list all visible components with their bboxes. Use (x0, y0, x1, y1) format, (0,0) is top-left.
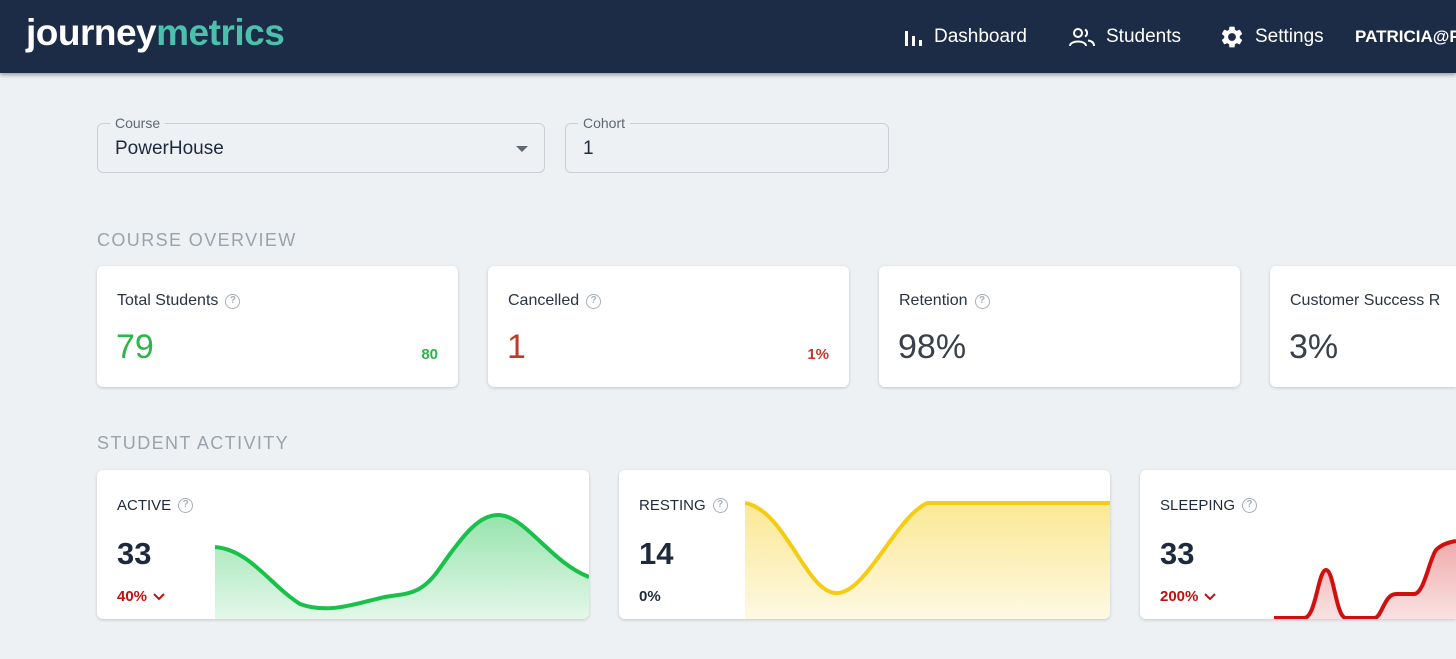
overview-card-side-value: 1% (807, 346, 829, 363)
activity-card-value: 14 (639, 536, 674, 571)
overview-card-title: Cancelled? (508, 292, 602, 310)
top-navigation-bar: journeymetrics Dashboard Students Settin… (0, 0, 1456, 73)
overview-card-value: 98% (898, 328, 967, 366)
people-icon (1069, 27, 1095, 46)
activity-card-change: 200% (1160, 588, 1217, 605)
active-sparkline-line (215, 512, 589, 611)
activity-card-resting: RESTING? 14 0% (619, 470, 1110, 619)
course-select[interactable]: Course PowerHouse (97, 115, 545, 173)
sleeping-sparkline-line (1274, 539, 1456, 619)
resting-sparkline-line (745, 501, 1110, 595)
overview-card-retention: Retention? 98% (879, 266, 1240, 387)
activity-card-change: 0% (639, 588, 661, 605)
nav-students-label: Students (1106, 25, 1181, 47)
course-overview-heading: COURSE OVERVIEW (97, 230, 297, 250)
overview-card-value: 79 (116, 328, 154, 366)
help-icon[interactable]: ? (586, 293, 602, 309)
course-label: Course (110, 115, 166, 131)
journeymetrics-logo[interactable]: journeymetrics (26, 11, 285, 55)
gear-icon (1221, 26, 1243, 47)
sleeping-sparkline-area (1274, 541, 1456, 619)
activity-card-change: 40% (117, 588, 166, 605)
help-icon[interactable]: ? (974, 293, 990, 309)
nav-settings[interactable]: Settings (1219, 0, 1324, 73)
overview-card-customer-success: Customer Success R 3% (1270, 266, 1456, 387)
overview-card-title: Total Students? (117, 292, 241, 310)
help-icon[interactable]: ? (225, 293, 241, 309)
nav-settings-label: Settings (1255, 25, 1324, 47)
overview-card-value: 3% (1289, 328, 1339, 366)
chevron-down-icon (1204, 592, 1217, 600)
active-sparkline-area (215, 515, 589, 619)
activity-card-title: ACTIVE? (117, 497, 194, 514)
overview-card-side-value: 80 (421, 346, 438, 363)
chevron-down-icon (153, 592, 165, 600)
activity-card-title: RESTING? (639, 497, 728, 514)
overview-card-title: Customer Success R (1290, 292, 1441, 309)
overview-card-cancelled: Cancelled? 1 1% (488, 266, 849, 387)
cohort-field[interactable]: Cohort 1 (565, 115, 889, 173)
overview-card-total-students: Total Students? 79 80 (97, 266, 458, 387)
nav-dashboard-label: Dashboard (934, 25, 1027, 47)
chevron-down-icon[interactable] (516, 146, 528, 152)
user-account-menu[interactable]: PATRICIA@F (1355, 0, 1456, 73)
resting-sparkline (745, 501, 1110, 619)
logo-metrics: metrics (156, 12, 285, 53)
help-icon[interactable]: ? (712, 498, 728, 513)
course-value: PowerHouse (115, 138, 224, 159)
help-icon[interactable]: ? (1242, 498, 1258, 513)
activity-card-active: ACTIVE? 33 40% (97, 470, 589, 619)
activity-card-title: SLEEPING? (1160, 497, 1258, 514)
cohort-label: Cohort (578, 115, 631, 131)
help-icon[interactable]: ? (178, 498, 194, 513)
user-email: PATRICIA@F (1355, 26, 1456, 46)
nav-students[interactable]: Students (1069, 0, 1181, 73)
activity-card-sleeping: SLEEPING? 33 200% (1140, 470, 1456, 619)
activity-card-value: 33 (1160, 536, 1195, 571)
logo-journey: journey (26, 12, 157, 53)
activity-card-value: 33 (117, 536, 152, 571)
cohort-value: 1 (583, 138, 594, 159)
resting-sparkline-area (745, 503, 1110, 619)
overview-card-title: Retention? (899, 292, 990, 310)
bar-chart-icon (905, 30, 922, 46)
active-sparkline (215, 512, 589, 619)
sleeping-sparkline (1274, 539, 1456, 619)
student-activity-heading: STUDENT ACTIVITY (97, 433, 290, 453)
overview-card-value: 1 (507, 328, 526, 366)
nav-dashboard[interactable]: Dashboard (904, 0, 1027, 73)
